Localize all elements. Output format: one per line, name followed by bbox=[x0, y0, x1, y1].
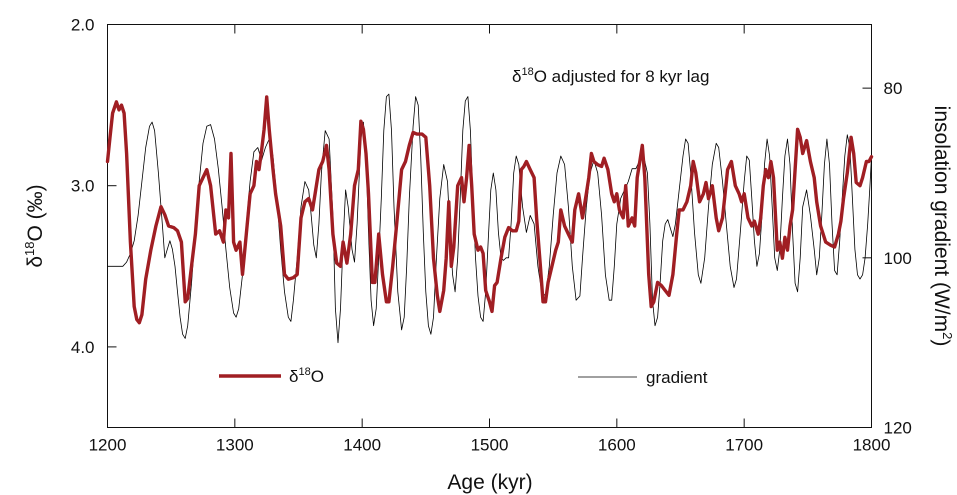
y-left-label-prefix: δ bbox=[24, 256, 47, 268]
y-left-tick-label: 2.0 bbox=[71, 16, 95, 35]
x-tick-label: 1300 bbox=[216, 436, 254, 455]
legend: δ18O gradient bbox=[219, 366, 708, 387]
y-left-label-sup: 18 bbox=[22, 241, 37, 255]
series-line-d18o bbox=[105, 95, 874, 325]
legend-label-gradient: gradient bbox=[646, 368, 708, 387]
annotation: δ18O adjusted for 8 kyr lag bbox=[512, 66, 709, 86]
annotation-sup: 18 bbox=[521, 66, 533, 78]
x-tick-label: 1500 bbox=[471, 436, 509, 455]
legend-label-d18o: δ18O bbox=[289, 366, 324, 386]
legend-label-rest: gradient bbox=[646, 368, 708, 387]
y-right-label-close: ) bbox=[930, 339, 953, 346]
tick-layer: 1200 1300 1400 1500 1600 1700 1800 2.0 3.0 4.0 80 1… bbox=[71, 16, 912, 455]
svg-text:insolation gradient (W/m2): insolation gradient (W/m2) bbox=[930, 106, 955, 347]
legend-label-prefix: δ bbox=[289, 367, 298, 386]
legend-label-sup: 18 bbox=[298, 366, 310, 378]
y-right-label-main: insolation gradient (W/m bbox=[930, 106, 953, 332]
legend-label-rest: O bbox=[311, 367, 324, 386]
y-axis-right-label-group: insolation gradient (W/m2) bbox=[930, 106, 955, 347]
y-right-tick-label: 80 bbox=[884, 79, 903, 98]
x-tick-label: 1400 bbox=[343, 436, 381, 455]
x-tick-label: 1800 bbox=[853, 436, 891, 455]
y-left-label-rest: O (‰) bbox=[24, 184, 47, 241]
y-left-tick-label: 4.0 bbox=[71, 338, 95, 357]
y-axis-left-label-group: δ18O (‰) bbox=[22, 184, 47, 267]
svg-text:δ18O (‰): δ18O (‰) bbox=[22, 184, 47, 267]
x-tick-label: 1200 bbox=[89, 436, 127, 455]
series-layer bbox=[105, 93, 874, 344]
annotation-rest: O adjusted for 8 kyr lag bbox=[534, 67, 710, 86]
y-right-label-sup: 2 bbox=[940, 332, 955, 339]
x-tick-label: 1600 bbox=[598, 436, 636, 455]
x-tick-label: 1700 bbox=[725, 436, 763, 455]
y-right-tick-label: 100 bbox=[884, 249, 912, 268]
x-axis-label-group: Age (kyr) bbox=[447, 471, 532, 494]
x-axis-label: Age (kyr) bbox=[447, 471, 532, 494]
y-left-tick-label: 3.0 bbox=[71, 177, 95, 196]
svg-text:δ18O adjusted for 8 kyr lag: δ18O adjusted for 8 kyr lag bbox=[512, 66, 709, 86]
annotation-prefix: δ bbox=[512, 67, 521, 86]
y-right-tick-label: 120 bbox=[884, 419, 912, 438]
